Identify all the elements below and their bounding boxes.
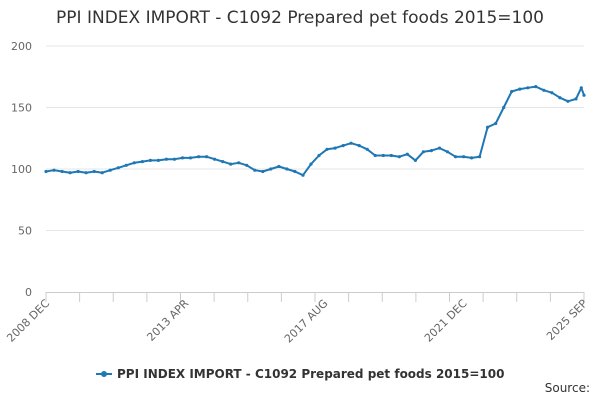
data-point[interactable] [52,168,56,172]
y-tick-label: 150 [11,102,32,115]
data-point[interactable] [413,158,417,162]
data-point[interactable] [502,105,506,110]
series-layer [44,85,586,177]
data-point[interactable] [453,155,458,159]
data-point[interactable] [349,141,353,145]
data-point[interactable] [373,153,377,158]
data-point[interactable] [285,167,289,171]
data-point[interactable] [197,155,201,159]
legend[interactable]: PPI INDEX IMPORT - C1092 Prepared pet fo… [96,367,504,381]
data-point[interactable] [579,86,583,90]
data-point[interactable] [582,93,586,97]
data-point[interactable] [494,121,498,126]
y-tick-label: 50 [18,225,32,238]
data-point[interactable] [381,153,385,158]
data-point[interactable] [445,150,450,154]
y-tick-label: 100 [11,163,32,176]
data-point[interactable] [558,96,562,100]
data-point[interactable] [221,160,225,164]
data-point[interactable] [534,85,538,89]
data-point[interactable] [550,91,554,95]
data-point[interactable] [566,99,570,103]
data-point[interactable] [148,158,152,162]
chart-title: PPI INDEX IMPORT - C1092 Prepared pet fo… [56,8,544,28]
data-point[interactable] [462,155,466,159]
data-point[interactable] [486,125,490,129]
data-point[interactable] [437,146,442,150]
data-point[interactable] [405,152,409,156]
x-axis-labels: 2008 DEC 2013 APR 2017 AUG 2021 DEC 2025 SEP [4,297,590,346]
legend-item-label[interactable]: PPI INDEX IMPORT - C1092 Prepared pet fo… [117,367,504,381]
data-point[interactable] [421,150,425,154]
data-point[interactable] [132,161,136,165]
data-point[interactable] [301,173,305,177]
data-point[interactable] [365,147,369,151]
data-point[interactable] [261,169,265,174]
x-tick-label: 2021 DEC [422,297,470,345]
data-point[interactable] [100,171,104,175]
data-point[interactable] [76,169,80,174]
data-point[interactable] [108,168,112,172]
grid-lines [46,45,584,231]
data-point[interactable] [213,157,217,161]
x-tick-label: 2025 SEP [544,297,590,343]
y-tick-label: 200 [11,40,32,53]
data-point[interactable] [269,167,273,171]
data-point[interactable] [84,171,88,175]
data-point[interactable] [124,163,128,167]
y-tick-label: 0 [25,286,32,299]
data-point[interactable] [574,97,578,101]
data-point[interactable] [180,156,185,160]
y-axis-labels: 0 50 100 150 200 [11,40,32,299]
data-point[interactable] [470,156,474,160]
x-tick-label: 2017 AUG [282,297,331,346]
data-point[interactable] [116,166,120,170]
data-point[interactable] [325,147,329,151]
data-point[interactable] [44,169,48,174]
data-point[interactable] [205,155,209,159]
data-point[interactable] [253,168,257,172]
data-point[interactable] [229,162,233,166]
data-point[interactable] [68,171,72,175]
data-point[interactable] [237,161,241,165]
data-point[interactable] [277,164,281,169]
data-point[interactable] [60,169,64,174]
data-point[interactable] [478,155,482,159]
x-tick-label: 2013 APR [144,297,191,344]
source-label: Source: [544,381,590,395]
x-tick-label: 2008 DEC [4,297,52,345]
data-point[interactable] [188,156,193,160]
data-point[interactable] [357,144,361,148]
data-point[interactable] [293,169,297,174]
data-point[interactable] [156,158,160,162]
data-point[interactable] [164,157,168,161]
data-point[interactable] [397,155,401,159]
data-point[interactable] [140,160,144,164]
data-point[interactable] [389,153,393,158]
legend-marker [101,371,107,377]
data-point[interactable] [317,153,321,158]
data-point[interactable] [245,163,249,167]
data-point[interactable] [526,86,530,90]
data-point[interactable] [518,87,522,91]
data-point[interactable] [429,149,433,153]
data-point[interactable] [172,157,177,161]
series-line[interactable] [45,85,585,177]
data-point[interactable] [309,162,313,166]
data-point[interactable] [341,144,345,148]
x-axis [45,292,585,302]
data-point[interactable] [92,169,96,174]
data-point[interactable] [333,146,337,150]
data-point[interactable] [510,89,514,94]
data-point[interactable] [542,88,546,92]
